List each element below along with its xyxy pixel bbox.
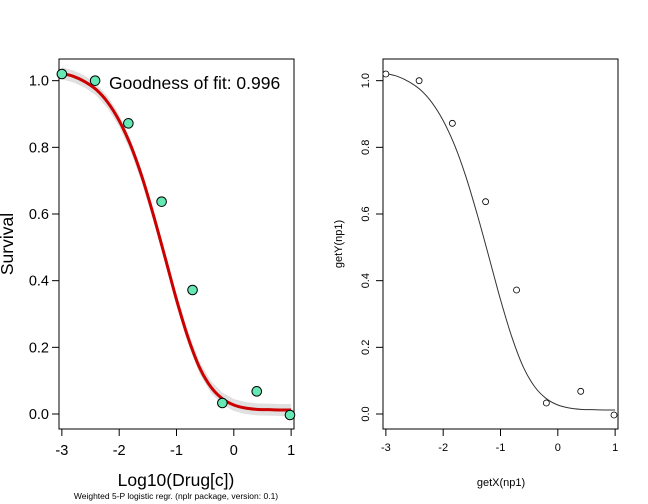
confidence-band xyxy=(61,67,292,416)
data-point xyxy=(89,75,101,86)
fitted-curve xyxy=(61,71,292,412)
x-tick-label: 0 xyxy=(555,442,561,454)
data-point xyxy=(284,409,296,421)
y-tick-label: 1.0 xyxy=(360,73,372,88)
x-tick-label: 1 xyxy=(287,443,295,459)
data-point xyxy=(448,119,456,127)
data-point xyxy=(156,196,167,207)
y-tick-label: 0.2 xyxy=(29,340,49,356)
left-x-axis-label: Log10(Drug[c]) xyxy=(118,470,235,490)
y-tick-label: 0.0 xyxy=(360,406,372,421)
y-tick-label: 0.8 xyxy=(29,140,49,156)
data-point xyxy=(482,198,490,206)
y-tick-label: 0.4 xyxy=(360,273,372,288)
data-point xyxy=(415,77,423,85)
data-point xyxy=(187,284,198,296)
y-axis: 0.0 0.2 0.4 0.6 0.8 1.0 xyxy=(29,74,59,423)
data-point xyxy=(217,397,228,409)
y-tick-label: 0.8 xyxy=(360,140,372,155)
right-panel: -3 -2 -1 0 1 0.0 0.2 0.4 0.6 0.8 1.0 getX(np1) ge… xyxy=(333,58,619,489)
x-tick-label: 0 xyxy=(230,443,238,459)
left-plot-frame xyxy=(58,58,295,430)
x-axis: -3 -2 -1 0 1 xyxy=(381,429,618,454)
data-point xyxy=(542,399,550,407)
data-point xyxy=(577,387,585,395)
y-tick-label: 1.0 xyxy=(29,74,49,90)
x-tick-label: -2 xyxy=(113,443,126,459)
left-panel: -3 -2 -1 0 1 0.0 0.2 0.4 0.6 0.8 1.0 Goodness of … xyxy=(0,58,296,501)
y-tick-label: 0.6 xyxy=(29,207,49,223)
data-point xyxy=(382,70,390,78)
left-y-axis-label: Survival xyxy=(0,213,17,275)
right-x-axis-label: getX(np1) xyxy=(477,477,525,489)
goodness-of-fit-annotation: Goodness of fit: 0.996 xyxy=(109,73,280,93)
x-tick-label: -3 xyxy=(381,442,391,454)
data-point xyxy=(56,68,68,80)
x-tick-label: -3 xyxy=(55,443,68,459)
y-tick-label: 0.6 xyxy=(360,206,372,221)
data-point xyxy=(123,118,134,129)
y-tick-label: 0.0 xyxy=(29,407,49,423)
right-y-axis-label: getY(np1) xyxy=(333,220,345,268)
y-tick-label: 0.4 xyxy=(29,274,49,290)
y-tick-label: 0.2 xyxy=(360,340,372,355)
data-points xyxy=(56,68,296,421)
fitted-curve xyxy=(385,72,616,411)
x-tick-label: -2 xyxy=(438,442,448,454)
x-tick-label: -1 xyxy=(170,443,183,459)
data-point xyxy=(513,286,520,294)
x-tick-label: -1 xyxy=(496,442,506,454)
right-plot-frame xyxy=(382,58,619,430)
data-point xyxy=(251,386,263,397)
data-points xyxy=(382,70,618,419)
footnote: Weighted 5-P logistic regr. (nplr packag… xyxy=(74,491,278,501)
y-axis: 0.0 0.2 0.4 0.6 0.8 1.0 xyxy=(360,73,383,422)
data-point xyxy=(610,411,618,419)
x-axis: -3 -2 -1 0 1 xyxy=(55,429,295,459)
x-tick-label: 1 xyxy=(612,442,618,454)
